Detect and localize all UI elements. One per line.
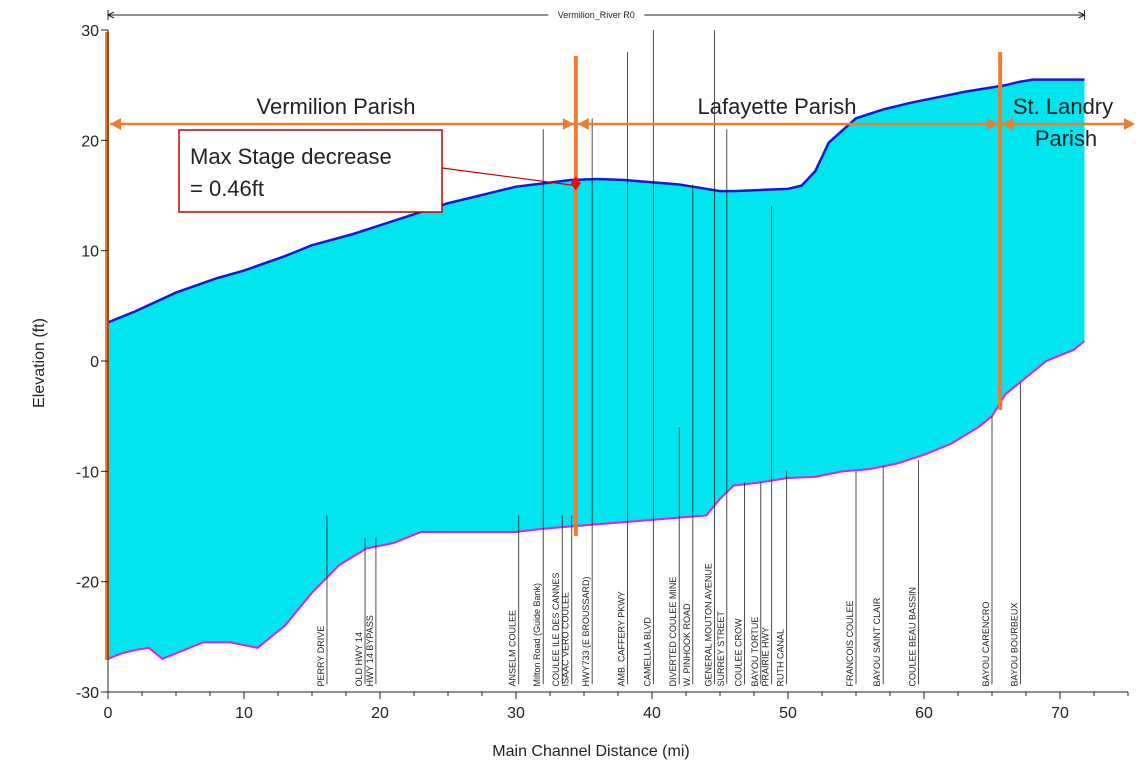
cross-section-label: RUTH CANAL <box>776 629 786 687</box>
parish-arrow-head <box>577 118 589 130</box>
x-tick-label: 40 <box>643 705 661 722</box>
cross-section-label: HWY 14 BYPASS <box>365 615 375 686</box>
cross-section-label: PRAIRIE HWY <box>761 627 771 687</box>
cross-section-label: ANSELM COULEE <box>508 610 518 687</box>
reach-label-bg <box>548 9 645 21</box>
parish-label-st-landry-line1: St. Landry <box>1013 94 1113 119</box>
y-tick-label: 10 <box>81 244 99 261</box>
x-tick-label: 70 <box>1051 705 1069 722</box>
parish-label-vermilion: Vermilion Parish <box>257 94 416 119</box>
parish-arrow-head <box>1124 118 1135 130</box>
x-tick-label: 60 <box>915 705 933 722</box>
y-tick-label: 20 <box>81 133 99 150</box>
annotation-line2: = 0.46ft <box>190 176 264 201</box>
parish-arrow-head <box>110 118 121 130</box>
cross-section-markers: PERRY DRIVE OLD HWY 14 HWY 14 BYPASS ANSELM… <box>316 30 1021 686</box>
parish-arrow-head <box>987 118 999 130</box>
y-tick-label: -10 <box>76 464 99 481</box>
parish-boundaries <box>105 32 1135 660</box>
cross-section-label: Milton Road (Guide Bank) <box>532 583 542 687</box>
parish-arrow-head <box>562 118 574 130</box>
parish-label-lafayette: Lafayette Parish <box>698 94 857 119</box>
cross-section-label: W. PINHOOK ROAD <box>682 603 692 687</box>
cross-section-label: HWY733 (E BROUSSARD) <box>581 576 591 686</box>
y-tick-label: -30 <box>76 685 99 702</box>
x-tick-label: 50 <box>779 705 797 722</box>
y-tick-label: 0 <box>90 354 99 371</box>
cross-section-label: COULEE CROW <box>733 618 743 687</box>
x-axis-title: Main Channel Distance (mi) <box>492 743 689 760</box>
annotation-line1: Max Stage decrease <box>190 144 392 169</box>
cross-section-label: PERRY DRIVE <box>316 626 326 687</box>
annotation-group <box>441 167 581 191</box>
cross-section-label: ISAAC VERO COULEE <box>561 592 571 687</box>
y-tick-label: 30 <box>81 23 99 40</box>
y-tick-label: -20 <box>76 575 99 592</box>
cross-section-label: GENERAL MOUTON AVENUE <box>704 563 714 686</box>
cross-section-label: CAMELLIA BLVD <box>642 617 652 687</box>
reach-label: Vermilion_River R0 <box>558 10 635 20</box>
cross-section-label: BAYOU BOURBEUX <box>1010 603 1020 687</box>
cross-section-label: SURREY STREET <box>716 611 726 687</box>
x-tick-label: 0 <box>104 705 113 722</box>
series-thalweg <box>107 340 1086 661</box>
cross-section-label: AMB. CAFFERY PKWY <box>617 591 627 686</box>
cross-section-label: BAYOU SAINT CLAIR <box>872 597 882 686</box>
cross-section-label: BAYOU TORTUE <box>750 617 760 687</box>
y-axis-title: Elevation (ft) <box>31 318 48 408</box>
x-tick-label: 30 <box>507 705 525 722</box>
annotation-box <box>178 129 443 213</box>
annotation-leader <box>441 167 574 186</box>
x-tick-label: 20 <box>371 705 389 722</box>
cross-section-label: FRANCOIS COULEE <box>845 600 855 686</box>
parish-arrow-head <box>1002 118 1014 130</box>
reach-extent-arrow <box>1078 11 1086 19</box>
axes: 30 20 10 0 -10 -20 -30 0 10 20 30 40 50 60 70 <box>76 23 1129 722</box>
cross-section-label: COULEE BEAU BASSIN <box>908 587 918 687</box>
reach-extent-arrow <box>106 11 115 19</box>
water-fill <box>108 79 1085 659</box>
annotation-marker <box>570 176 581 191</box>
cross-section-label: COULEE ILE DES CANNES <box>551 572 561 686</box>
cross-section-label: BAYOU CARENCRO <box>981 602 991 687</box>
parish-label-st-landry-line2: Parish <box>1035 126 1097 151</box>
cross-section-label: DIVERTED COULEE MINE <box>668 577 678 687</box>
x-tick-label: 10 <box>235 705 253 722</box>
cross-section-label: OLD HWY 14 <box>354 632 364 686</box>
